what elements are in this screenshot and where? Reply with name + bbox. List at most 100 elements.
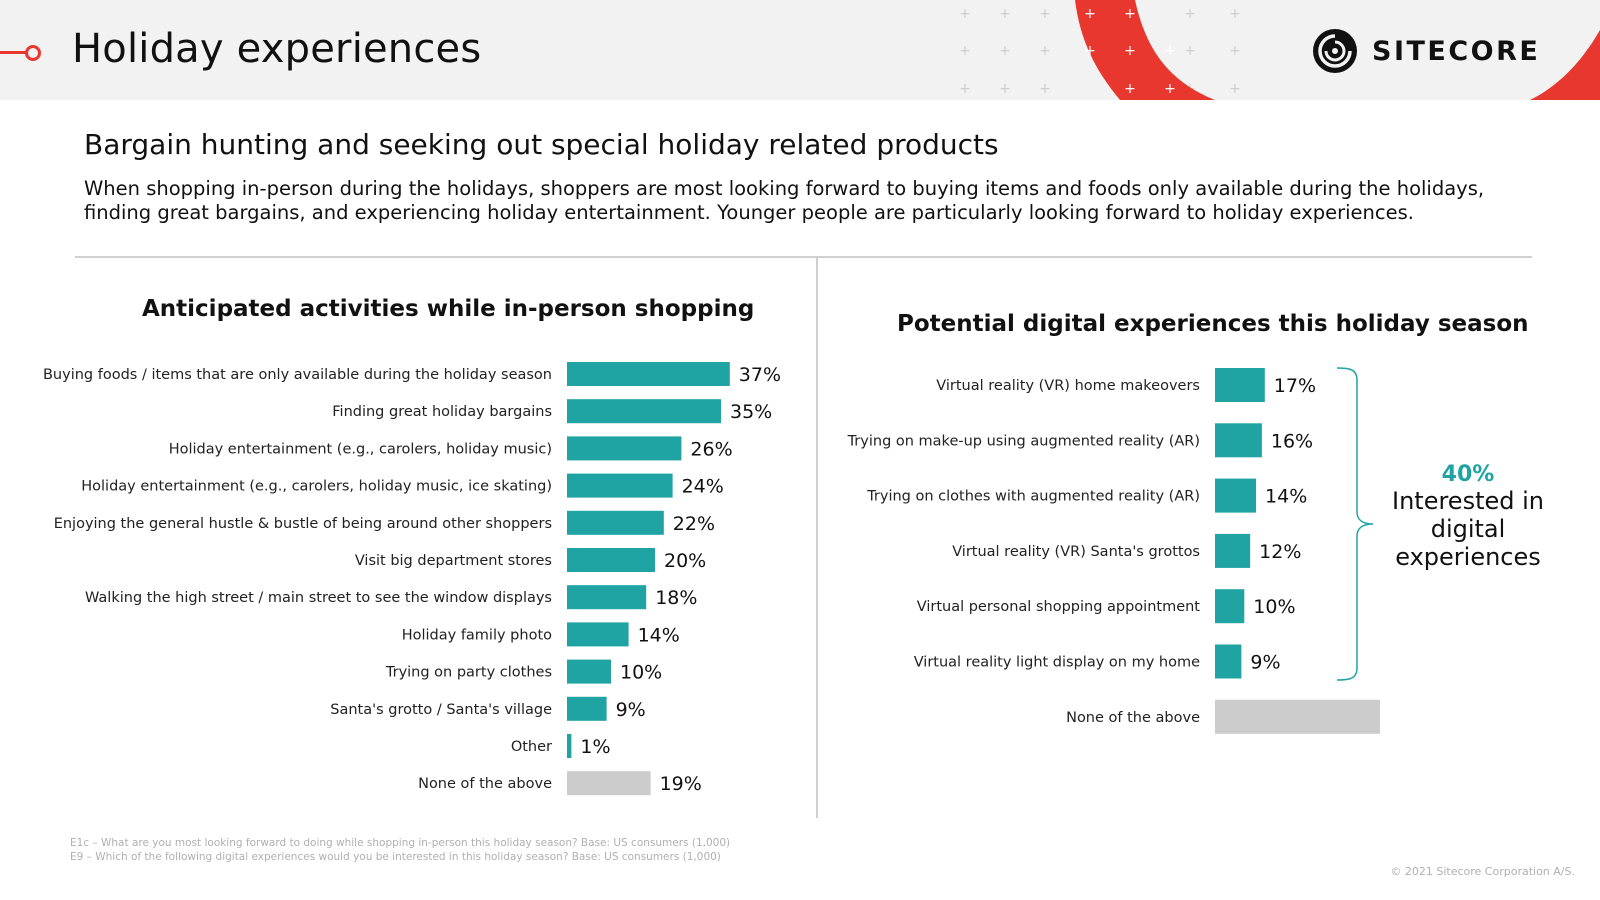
bar: [1215, 699, 1380, 734]
svg-text:+: +: [999, 81, 1011, 97]
bar: [567, 436, 682, 461]
category-label: Virtual reality light display on my home: [914, 655, 1200, 671]
bar: [567, 659, 611, 684]
callout-percentage: 40%: [1441, 462, 1495, 487]
bar: [567, 734, 572, 758]
value-label: 19%: [660, 773, 702, 795]
svg-text:+: +: [1124, 81, 1136, 97]
svg-text:+: +: [999, 6, 1011, 22]
bar: [567, 585, 647, 610]
value-label: 9%: [1250, 652, 1280, 674]
category-label: Visit big department stores: [355, 553, 552, 569]
value-label: 18%: [655, 587, 697, 609]
bar: [567, 696, 607, 721]
category-label: Buying foods / items that are only avail…: [43, 367, 552, 383]
group-bracket: [1336, 367, 1374, 681]
bar: [1215, 478, 1257, 513]
decorative-pattern: +++++ +++++ +++++ ++ +++ ++: [959, 0, 1600, 100]
category-label: Virtual personal shopping appointment: [917, 599, 1201, 615]
category-label: Walking the high street / main street to…: [85, 590, 552, 606]
category-label: Finding great holiday bargains: [332, 404, 552, 420]
bar: [1215, 368, 1265, 402]
copyright: © 2021 Sitecore Corporation A/S.: [1390, 865, 1575, 878]
svg-text:+: +: [1084, 6, 1096, 22]
bar: [1215, 589, 1245, 624]
svg-text:+: +: [1164, 43, 1176, 59]
category-label: None of the above: [418, 776, 552, 792]
right-chart-title: Potential digital experiences this holid…: [897, 311, 1529, 337]
value-label: 14%: [1265, 486, 1307, 508]
sitecore-logo: SITECORE: [1310, 26, 1540, 76]
svg-text:+: +: [1229, 6, 1241, 22]
sitecore-logo-icon: [1313, 29, 1357, 73]
svg-text:+: +: [959, 6, 971, 22]
svg-text:+: +: [1164, 81, 1176, 97]
brand-name: SITECORE: [1372, 35, 1541, 67]
category-label: None of the above: [1066, 710, 1200, 726]
bar: [567, 622, 629, 647]
value-label: 20%: [664, 550, 706, 572]
footnote-e9: E9 – Which of the following digital expe…: [70, 851, 721, 863]
bar: [567, 399, 721, 424]
value-label: 10%: [620, 662, 662, 684]
intro-paragraph: When shopping in-person during the holid…: [84, 177, 1485, 224]
value-label: 16%: [1271, 430, 1313, 452]
section-subtitle: Bargain hunting and seeking out special …: [84, 128, 999, 161]
category-label: Virtual reality (VR) home makeovers: [936, 378, 1200, 394]
bar: [1215, 423, 1262, 458]
category-label: Virtual reality (VR) Santa's grottos: [952, 544, 1200, 560]
svg-text:+: +: [1229, 43, 1241, 59]
left-chart-title: Anticipated activities while in-person s…: [142, 296, 755, 322]
value-label: 26%: [690, 438, 732, 460]
value-label: 9%: [616, 699, 646, 721]
svg-text:+: +: [1124, 43, 1136, 59]
category-label: Trying on clothes with augmented reality…: [866, 489, 1200, 505]
bar: [567, 362, 730, 386]
bar: [567, 510, 664, 535]
svg-text:+: +: [1124, 6, 1136, 22]
value-label: 1%: [580, 736, 610, 758]
value-label: 10%: [1253, 596, 1295, 618]
svg-text:+: +: [1084, 43, 1096, 59]
category-label: Other: [511, 739, 552, 755]
value-label: 17%: [1274, 375, 1316, 397]
category-label: Holiday entertainment (e.g., carolers, h…: [169, 441, 552, 457]
value-label: 12%: [1259, 541, 1301, 563]
page-title: Holiday experiences: [72, 26, 482, 72]
vertical-divider: [816, 258, 818, 818]
value-label: 24%: [682, 476, 724, 498]
svg-text:+: +: [1039, 43, 1051, 59]
value-label: 37%: [739, 364, 781, 386]
svg-text:+: +: [959, 81, 971, 97]
footnote-e1c: E1c – What are you most looking forward …: [70, 837, 731, 849]
value-label: 22%: [673, 513, 715, 535]
svg-text:+: +: [1039, 6, 1051, 22]
header-accent-line: [0, 51, 26, 54]
category-label: Enjoying the general hustle & bustle of …: [54, 516, 552, 532]
svg-text:+: +: [1229, 81, 1241, 97]
bar: [1215, 533, 1251, 568]
bar: [1215, 644, 1242, 679]
svg-text:+: +: [1184, 43, 1196, 59]
anticipated-activities-chart: Buying foods / items that are only avail…: [43, 362, 781, 796]
header-accent-dot: [25, 45, 41, 61]
bar: [567, 771, 651, 796]
bar: [567, 473, 673, 498]
svg-text:+: +: [959, 43, 971, 59]
category-label: Trying on party clothes: [385, 665, 552, 681]
svg-text:+: +: [1184, 6, 1196, 22]
svg-text:+: +: [999, 43, 1011, 59]
horizontal-divider: [75, 256, 1532, 258]
header-banner: Holiday experiences + + + + + + + + + + + + + + + + +…: [0, 0, 1600, 100]
bar: [567, 548, 655, 572]
category-label: Holiday family photo: [402, 627, 552, 643]
callout-text: Interested in digital experiences: [1392, 487, 1544, 571]
category-label: Santa's grotto / Santa's village: [330, 702, 552, 718]
category-label: Trying on make-up using augmented realit…: [847, 433, 1200, 449]
svg-text:+: +: [1039, 81, 1051, 97]
value-label: 35%: [730, 401, 772, 423]
digital-experiences-chart: Virtual reality (VR) home makeovers 17% Tr…: [847, 368, 1380, 734]
value-label: 14%: [638, 624, 680, 646]
digital-interest-callout: 40% Interested in digital experiences: [1378, 462, 1558, 571]
category-label: Holiday entertainment (e.g., carolers, h…: [81, 479, 552, 495]
